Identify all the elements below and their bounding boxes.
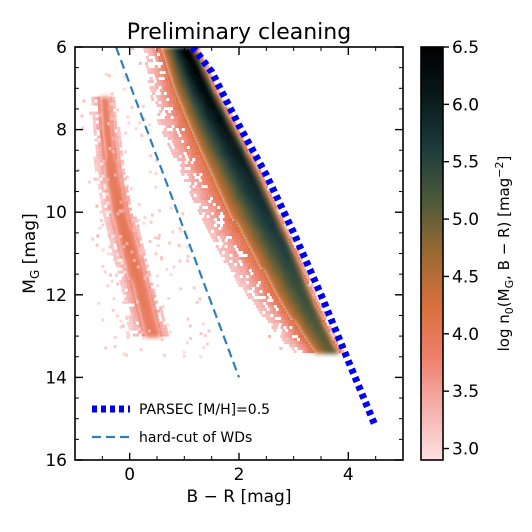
legend-box: [80, 393, 276, 453]
y-axis-label: MG [mag]: [20, 213, 42, 293]
x-tick-label: 0: [124, 465, 135, 485]
y-tick-label: 8: [56, 121, 67, 141]
legend-label-parsec: PARSEC [M/H]=0.5: [139, 402, 270, 418]
x-axis-label: B − R [mag]: [187, 487, 292, 507]
y-tick-label: 10: [45, 203, 67, 223]
x-ticks: 0 2 4: [74, 47, 404, 485]
colorbar-tick-label: 3.0: [452, 440, 479, 460]
density-core: [100, 47, 340, 354]
series-lines: [114, 47, 379, 429]
colorbar-tick-label: 4.5: [452, 267, 479, 287]
colorbar-tick-label: 6.0: [452, 95, 479, 115]
colorbar-tick-label: 3.5: [452, 382, 479, 402]
colorbar-tick-label: 6.5: [452, 38, 479, 58]
series-line-1: [114, 47, 241, 378]
x-tick-label: 2: [234, 465, 245, 485]
colorbar-gradient: [420, 46, 444, 461]
series-line-0: [189, 47, 379, 429]
colorbar-ticks: 3.0 3.5 4.0 4.5 5.0 5.5 6.0 6.5: [443, 38, 479, 460]
y-tick-label: 6: [56, 38, 67, 58]
x-tick-label: 4: [343, 465, 354, 485]
chart-title: Preliminary cleaning: [127, 20, 351, 45]
y-ticks: 6 8 10 12 14 16: [45, 38, 403, 471]
legend: PARSEC [M/H]=0.5 hard-cut of WDs: [80, 393, 276, 453]
colorbar-tick-label: 5.5: [452, 153, 479, 173]
density-map: [77, 47, 345, 359]
y-tick-label: 12: [45, 286, 67, 306]
colorbar-tick-label: 4.0: [452, 325, 479, 345]
density-cells: [77, 47, 345, 359]
y-tick-label: 16: [45, 451, 67, 471]
y-tick-label: 14: [45, 368, 67, 388]
colorbar-label: log n0(MG, B − R) [mag−2]: [493, 156, 516, 352]
legend-label-hard-cut: hard-cut of WDs: [139, 430, 252, 446]
colorbar: 3.0 3.5 4.0 4.5 5.0 5.5 6.0 6.5: [420, 38, 479, 461]
colorbar-tick-label: 5.0: [452, 210, 479, 230]
plot-area: [77, 47, 379, 429]
